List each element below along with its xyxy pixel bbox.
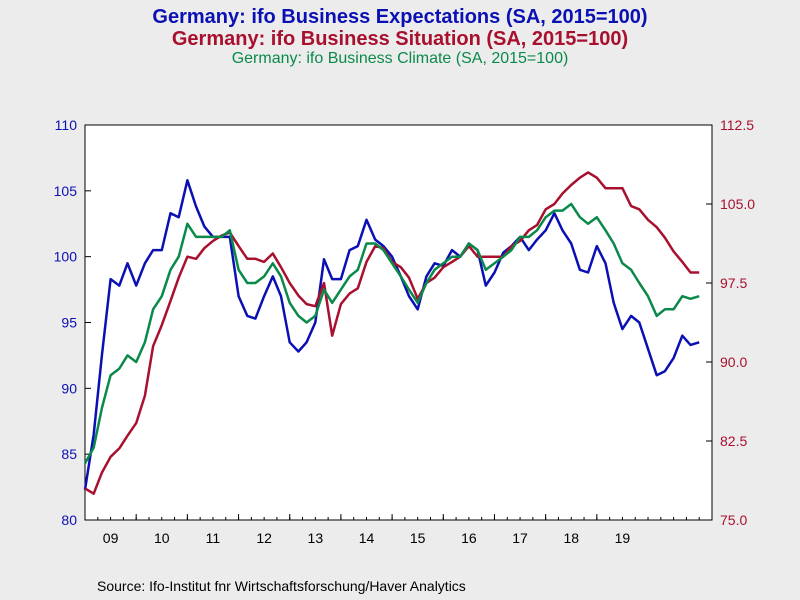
x-tick-label: 15 bbox=[410, 530, 426, 546]
x-tick-label: 12 bbox=[256, 530, 272, 546]
x-axis: 09 10 11 12 13 14 15 16 17 18 19 bbox=[84, 514, 700, 546]
x-tick-label: 11 bbox=[206, 530, 221, 546]
plot-area bbox=[84, 124, 713, 521]
x-tick-label: 16 bbox=[461, 530, 477, 546]
series-line-2 bbox=[83, 202, 700, 465]
x-tick-label: 10 bbox=[154, 530, 170, 546]
right-tick-label: 112.5 bbox=[720, 117, 754, 133]
x-tick-label: 17 bbox=[512, 530, 528, 546]
x-tick-label: 18 bbox=[563, 530, 579, 546]
chart-title-climate: Germany: ifo Business Climate (SA, 2015=… bbox=[231, 50, 569, 67]
left-tick-label: 90 bbox=[61, 380, 77, 396]
right-tick-label: 97.5 bbox=[720, 275, 747, 291]
left-axis: 80 85 90 95 100 105 110 bbox=[54, 117, 91, 528]
left-tick-label: 100 bbox=[54, 249, 78, 265]
right-tick-label: 75.0 bbox=[720, 512, 747, 528]
left-tick-label: 85 bbox=[61, 446, 77, 462]
right-tick-label: 105.0 bbox=[720, 196, 755, 212]
left-tick-label: 95 bbox=[61, 315, 77, 331]
x-tick-label: 14 bbox=[359, 530, 375, 546]
chart-title-situation: Germany: ifo Business Situation (SA, 201… bbox=[171, 28, 629, 50]
right-tick-label: 90.0 bbox=[720, 354, 747, 370]
left-tick-label: 110 bbox=[55, 117, 78, 133]
right-tick-label: 82.5 bbox=[720, 433, 747, 449]
series-line-0 bbox=[83, 179, 700, 490]
title-block: Germany: ifo Business Expectations (SA, … bbox=[0, 6, 800, 68]
x-tick-label: 09 bbox=[103, 530, 119, 546]
x-tick-label: 19 bbox=[615, 530, 631, 546]
left-tick-label: 105 bbox=[54, 183, 78, 199]
x-tick-label: 13 bbox=[308, 530, 324, 546]
series-group bbox=[83, 171, 700, 495]
chart-title-expectations: Germany: ifo Business Expectations (SA, … bbox=[152, 6, 648, 28]
right-axis: 75.0 82.5 90.0 97.5 105.0 112.5 bbox=[706, 117, 755, 528]
source-note: Source: Ifo-Institut fnr Wirtschaftsfors… bbox=[97, 578, 466, 594]
left-tick-label: 80 bbox=[61, 512, 77, 528]
